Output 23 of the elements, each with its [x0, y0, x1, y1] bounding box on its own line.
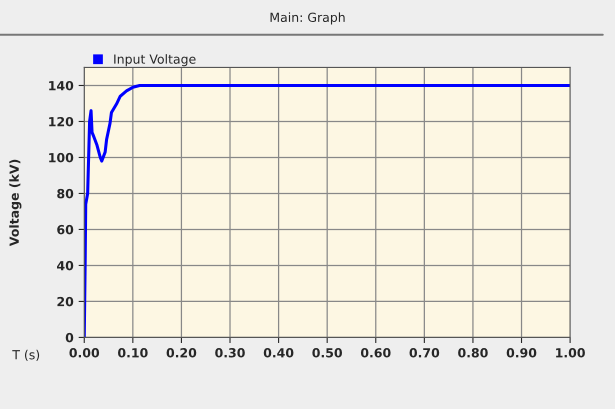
x-tick-label: 0.80	[458, 348, 488, 358]
x-tick-label: 0.10	[118, 348, 148, 358]
x-tick-label: 0.50	[312, 348, 342, 358]
y-tick-label: 80	[57, 188, 74, 198]
chart-title: Main: Graph	[270, 12, 345, 24]
x-tick-label: 0.90	[506, 348, 536, 358]
x-tick-label: 0.30	[215, 348, 245, 358]
x-tick-label: 0.70	[410, 348, 440, 358]
y-axis-title: Voltage (kV)	[9, 160, 22, 246]
y-tick-label: 140	[49, 80, 74, 90]
x-tick-label: 0.40	[264, 348, 294, 358]
y-tick-label: 0	[66, 332, 74, 342]
x-tick-label: 0.60	[360, 348, 391, 358]
x-axis-title: T (s)	[12, 350, 40, 361]
x-tick-label: 1.00	[556, 348, 585, 358]
legend-label: Input Voltage	[114, 54, 196, 66]
y-tick-label: 120	[49, 116, 74, 126]
x-tick-label: 0.00	[69, 348, 100, 358]
y-tick-label: 100	[49, 152, 74, 162]
y-tick-label: 20	[57, 296, 74, 306]
y-tick-label: 60	[57, 224, 74, 234]
y-tick-label: 40	[57, 260, 74, 270]
x-tick-label: 0.20	[166, 348, 196, 358]
